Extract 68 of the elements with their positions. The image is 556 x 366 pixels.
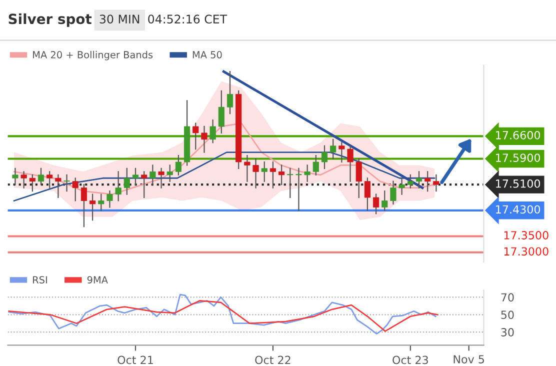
candlestick: [90, 194, 96, 221]
candlestick: [12, 168, 18, 186]
legend-label: RSI: [33, 276, 47, 284]
candlestick: [390, 180, 396, 205]
candlestick: [433, 174, 440, 192]
text: Nov 5: [454, 355, 484, 364]
candlestick: [364, 178, 370, 211]
candlestick: [106, 190, 113, 208]
candlestick: [330, 138, 336, 160]
candlestick: [55, 174, 62, 198]
candlestick: [46, 171, 53, 188]
candlestick: [347, 145, 354, 182]
candlestick: [287, 168, 294, 198]
candlestick: [304, 164, 310, 182]
candlestick: [338, 142, 345, 163]
ref-line-label: 17.5900: [496, 154, 540, 162]
x-tick-label: Oct 21: [118, 356, 153, 364]
candlestick: [124, 168, 130, 195]
candlestick: [321, 145, 328, 169]
candlestick: [150, 164, 156, 186]
candlestick: [218, 90, 224, 134]
x-tick-label: Oct 22: [255, 356, 290, 364]
candlestick: [244, 154, 250, 182]
candlestick: [252, 158, 259, 188]
text: 04:52:16 CET: [148, 14, 228, 24]
y-tick-label: 70: [501, 293, 514, 302]
candlestick: [398, 178, 405, 195]
candlestick: [20, 171, 27, 188]
candlestick: [201, 126, 208, 153]
legend-label: 9MA: [87, 276, 108, 284]
candlestick: [424, 171, 431, 192]
candlestick: [270, 161, 276, 188]
candlestick: [80, 184, 87, 228]
candlestick: [416, 171, 422, 188]
text: 30 MIN: [100, 14, 140, 24]
legend-label: MA 50: [192, 51, 222, 58]
candlestick: [192, 122, 199, 150]
candlestick: [373, 194, 380, 214]
ref-line-label: 17.4300: [496, 205, 540, 214]
candlestick: [166, 164, 173, 182]
candlestick: [356, 158, 362, 198]
candlestick: [115, 171, 122, 202]
ref-line-label: 17.5100: [496, 179, 540, 188]
candlestick: [407, 174, 414, 188]
legend-label: MA 20 + Bollinger Bands: [33, 50, 153, 60]
candlestick: [72, 178, 78, 202]
candlestick: [261, 161, 268, 182]
candlestick: [210, 119, 216, 144]
candlestick: [175, 154, 182, 176]
y-tick-label: 30: [501, 328, 514, 336]
ref-line-label: 17.3000: [504, 247, 548, 256]
candlestick: [296, 168, 302, 211]
x-tick-label: Oct 23: [392, 356, 428, 364]
chart-title: Silver spot: [8, 13, 92, 27]
candlestick: [278, 164, 285, 186]
candlestick: [382, 190, 388, 211]
ref-line-label: 17.3500: [504, 231, 548, 240]
candlestick: [226, 71, 234, 114]
candlestick: [141, 171, 148, 198]
candlestick: [98, 194, 104, 211]
candlestick: [64, 174, 70, 192]
ref-line-label: 17.6600: [496, 130, 540, 140]
y-tick-label: 50: [501, 310, 514, 320]
candlestick: [29, 174, 36, 192]
candlestick: [38, 168, 44, 186]
candlestick: [158, 168, 164, 188]
candlestick: [312, 154, 319, 176]
candlestick: [132, 168, 139, 186]
